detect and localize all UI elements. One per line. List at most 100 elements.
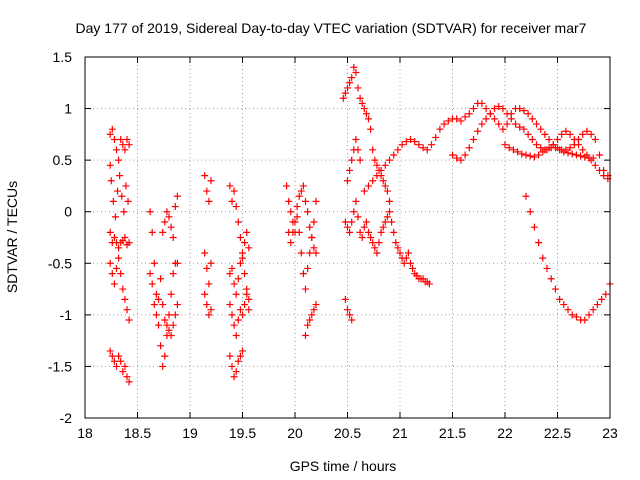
data-point (560, 301, 568, 309)
data-point (169, 234, 177, 241)
data-point (596, 151, 603, 159)
data-point (148, 280, 156, 288)
x-axis-label: GPS time / hours (290, 458, 397, 474)
data-point (377, 228, 385, 236)
data-point (161, 316, 169, 324)
data-point (371, 156, 379, 164)
data-point (564, 306, 572, 314)
data-point (167, 331, 175, 339)
data-point (226, 352, 234, 360)
data-point (304, 264, 312, 272)
data-point (121, 146, 129, 154)
data-point (501, 141, 509, 149)
data-point (230, 321, 238, 329)
data-point (207, 177, 215, 185)
data-point (115, 352, 123, 360)
data-point (470, 136, 477, 144)
data-point (415, 141, 423, 149)
data-point (579, 130, 587, 138)
data-point (373, 249, 381, 257)
data-point (121, 295, 129, 303)
data-point (392, 239, 400, 247)
data-point (465, 110, 473, 118)
data-point (283, 182, 291, 190)
data-point (205, 311, 213, 319)
data-point (230, 280, 238, 288)
data-point (419, 144, 427, 152)
data-point (350, 208, 358, 216)
x-tick-label: 20.5 (334, 425, 361, 441)
data-point (537, 125, 545, 133)
data-point (245, 295, 253, 303)
data-point (106, 161, 114, 169)
data-point (386, 208, 393, 216)
data-point (547, 275, 555, 283)
y-axis-label: SDTVAR / TECUs (4, 181, 20, 293)
data-point (201, 290, 209, 298)
data-point (390, 151, 398, 159)
data-point (365, 182, 372, 190)
data-point (119, 285, 127, 293)
data-point (241, 301, 249, 309)
data-point (354, 84, 362, 92)
data-point (159, 362, 167, 370)
data-point (400, 259, 408, 267)
data-point (344, 84, 351, 92)
y-tick-label: -1.5 (48, 358, 72, 374)
data-point (226, 270, 234, 278)
data-point (352, 136, 360, 144)
data-point (241, 239, 249, 247)
data-point (207, 259, 215, 267)
x-tick-label: 19 (182, 425, 198, 441)
data-point (600, 172, 608, 180)
data-point (106, 228, 114, 236)
data-point (285, 197, 293, 205)
data-point (396, 249, 404, 257)
data-point (163, 208, 171, 216)
data-point (344, 223, 351, 231)
data-point (118, 192, 126, 200)
data-point (291, 218, 299, 226)
data-point (379, 223, 387, 231)
data-point (581, 316, 589, 324)
data-point (173, 259, 181, 267)
data-point (365, 228, 372, 236)
data-point (591, 161, 599, 169)
data-point (518, 150, 526, 158)
data-point (110, 136, 118, 144)
data-point (457, 156, 465, 164)
data-point (381, 182, 389, 190)
data-point (302, 285, 309, 293)
data-point (453, 115, 461, 123)
data-point (299, 270, 307, 278)
data-point (310, 244, 318, 252)
data-point (155, 295, 162, 303)
data-point (482, 115, 490, 123)
data-point (234, 275, 242, 283)
data-point (505, 144, 513, 152)
data-point (245, 306, 253, 314)
data-point (207, 306, 215, 314)
data-point (201, 172, 209, 180)
data-point (289, 228, 297, 236)
data-point (241, 270, 249, 278)
data-point (381, 218, 389, 226)
data-point (556, 295, 564, 303)
data-point (530, 153, 538, 161)
data-point (226, 182, 234, 190)
data-point (159, 228, 167, 236)
data-point (123, 136, 131, 144)
data-point (407, 136, 414, 144)
data-point (520, 125, 528, 133)
data-point (478, 99, 486, 107)
data-point (203, 301, 211, 309)
x-tick-label: 21.5 (439, 425, 466, 441)
data-point (461, 113, 469, 121)
data-point (583, 127, 591, 135)
data-point (512, 120, 519, 128)
data-point (478, 120, 486, 128)
data-point (232, 203, 240, 211)
data-point (516, 123, 524, 131)
data-point (545, 136, 553, 144)
